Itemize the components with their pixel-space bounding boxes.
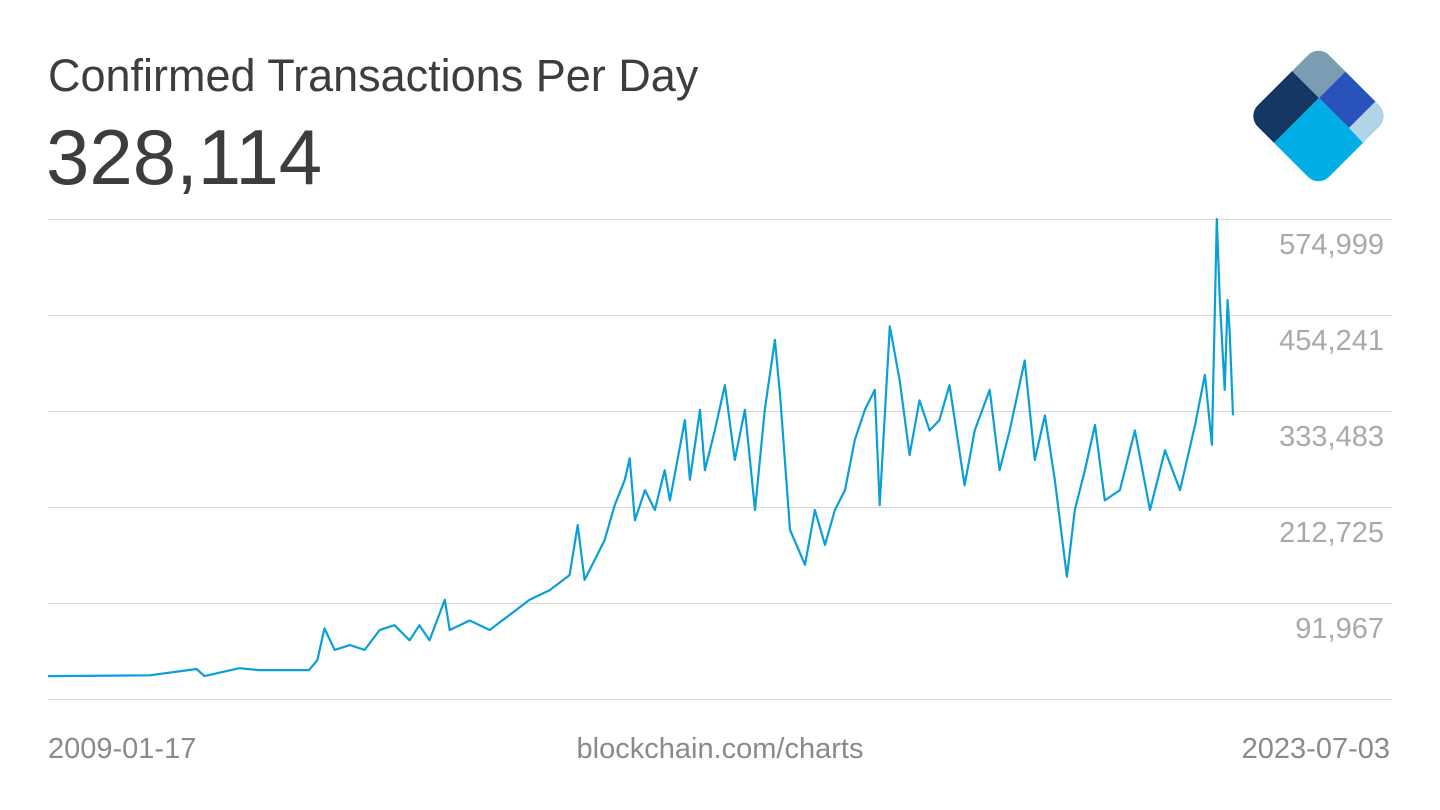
x-end-label: 2023-07-03	[1241, 733, 1390, 765]
series-line	[47, 217, 1235, 678]
y-tick-label: 454,241	[1279, 325, 1384, 357]
x-start-label: 2009-01-17	[48, 733, 197, 765]
logo-piece-left	[1247, 69, 1319, 145]
y-tick-label: 333,483	[1279, 421, 1384, 453]
y-tick-label: 212,725	[1279, 517, 1384, 549]
y-tick-label: 574,999	[1279, 229, 1384, 261]
chart-title: Confirmed Transactions Per Day	[48, 50, 699, 101]
y-axis-labels: 574,999 454,241 333,483 212,725 91,967	[1279, 229, 1384, 645]
logo-piece-right	[1319, 69, 1378, 128]
gridlines	[48, 219, 1392, 700]
logo-piece-bottom	[1272, 98, 1366, 188]
y-tick-label: 91,967	[1295, 613, 1384, 645]
latest-value: 328,114	[46, 113, 323, 201]
blockchain-logo	[1247, 44, 1390, 188]
source-link[interactable]: blockchain.com/charts	[576, 733, 864, 765]
